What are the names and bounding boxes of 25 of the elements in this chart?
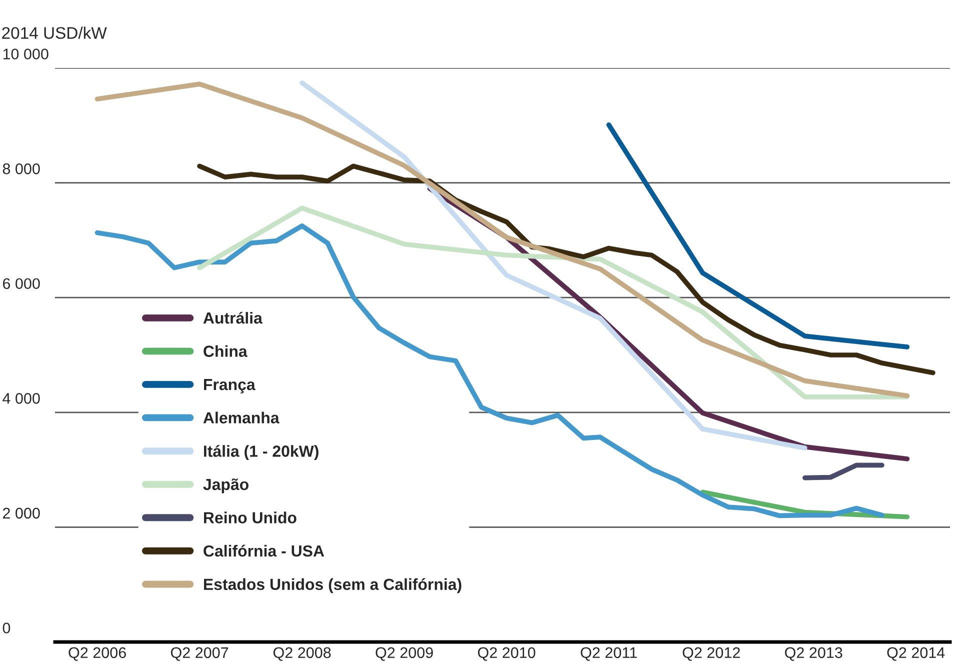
x-tick-label: Q2 2014 [887, 647, 945, 661]
y-tick-label: 2 000 [2, 508, 40, 519]
x-tick-label: Q2 2012 [682, 647, 740, 661]
y-tick-label: 10 000 [3, 48, 48, 60]
x-tick-label: Q2 2007 [170, 647, 228, 661]
y-axis-title: 2014 USD/kW [2, 26, 107, 39]
x-tick-label: Q2 2008 [273, 647, 331, 661]
legend-label: Estados Unidos (sem a Califórnia) [204, 578, 462, 594]
legend-label: China [204, 345, 248, 357]
x-tick-label: Q2 2006 [68, 647, 126, 661]
x-tick-label: Q2 2011 [580, 647, 637, 661]
x-tick-label: Q2 2009 [376, 647, 433, 661]
y-tick-label: 8 000 [2, 163, 40, 174]
legend-label: França [204, 379, 256, 394]
legend-label: Alemanha [203, 412, 280, 424]
legend-label: Japão [203, 478, 248, 494]
legend-label: Itália (1 - 20kW) [204, 444, 318, 460]
legend-label: Califórnia - USA [204, 544, 324, 557]
y-tick-label: 6 000 [3, 278, 40, 290]
y-tick-label: 4 000 [2, 393, 40, 404]
x-tick-label: Q2 2013 [785, 647, 842, 661]
y-tick-label: 0 [2, 622, 10, 634]
x-tick-label: Q2 2010 [478, 647, 536, 661]
legend-label: Reino Unido [204, 512, 296, 524]
legend-label: Autrália [203, 312, 263, 324]
